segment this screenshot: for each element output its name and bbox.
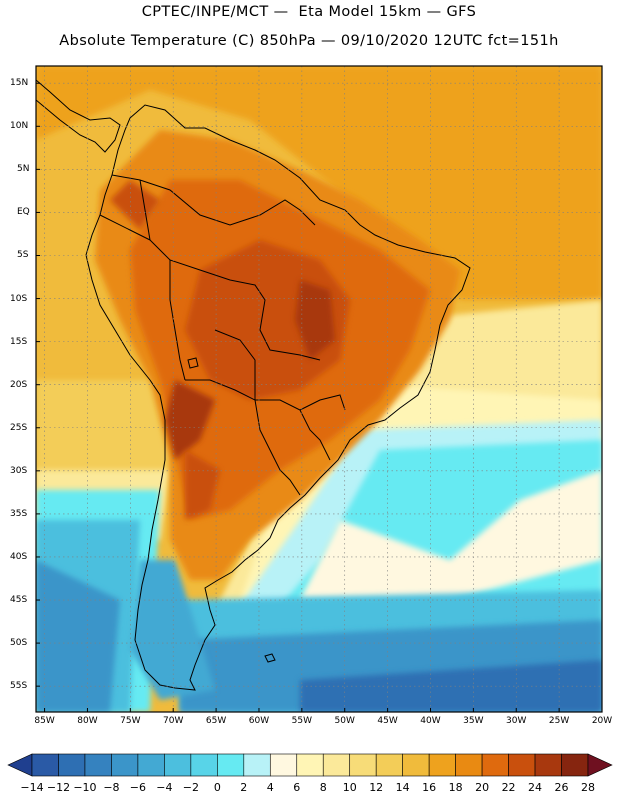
chart-title-line-2: Absolute Temperature (C) 850hPa — 09/10/… (59, 33, 559, 49)
colorbar-swatch (243, 753, 271, 777)
colorbar-swatch (164, 753, 192, 777)
lake-titicaca (187, 357, 199, 369)
colorbar-label: 10 (342, 781, 357, 794)
lat-label: 5N (17, 164, 30, 175)
lon-label: 30W (506, 716, 527, 726)
colorbar-label: 16 (422, 781, 437, 794)
colorbar-label: −6 (129, 781, 146, 794)
colorbar-swatch (84, 753, 112, 777)
colorbar (7, 753, 613, 777)
map-ticks (36, 82, 603, 712)
temperature-field (36, 66, 602, 712)
lon-label: 55W (291, 716, 313, 726)
colorbar-swatch (534, 753, 562, 777)
lon-label: 45W (377, 716, 398, 726)
tropical-atlantic-band (36, 66, 602, 300)
colorbar-label: 22 (501, 781, 516, 794)
colorbar-swatch (455, 753, 483, 777)
colorbar-label: −4 (156, 781, 173, 794)
lat-label: 40S (10, 551, 28, 562)
lat-label: 20S (10, 379, 28, 390)
colorbar-label: −2 (182, 781, 199, 794)
lat-label: 50S (10, 638, 28, 649)
colorbar-swatch (217, 753, 245, 777)
colorbar-label: 0 (213, 781, 221, 794)
colorbar-swatch (137, 753, 165, 777)
lon-label: 50W (334, 716, 355, 726)
lon-label: 65W (205, 716, 227, 726)
continent-hottest-core (185, 240, 350, 400)
colorbar-swatch (190, 753, 218, 777)
colorbar-swatch (375, 753, 403, 777)
colorbar-swatch (481, 753, 509, 777)
hot-spot-chaco (165, 380, 215, 460)
map-frame (35, 65, 603, 713)
colorbar-swatch (58, 753, 86, 777)
lon-label: 70W (163, 716, 184, 726)
central-america-coastline (36, 79, 121, 153)
lat-label: 10S (10, 293, 28, 304)
colorbar-high-arrow (587, 753, 613, 777)
colorbar-swatch (296, 753, 324, 777)
lat-label: 45S (10, 595, 28, 606)
hot-spot-center (295, 280, 335, 360)
colorbar-swatch (561, 753, 589, 777)
lat-label: 25S (10, 422, 28, 433)
country-borders (99, 174, 346, 496)
lon-label: 60W (248, 716, 270, 726)
lon-label: 25W (548, 716, 570, 726)
colorbar-label: −8 (103, 781, 120, 794)
lon-label: 85W (34, 716, 55, 726)
colorbar-swatch (269, 753, 298, 777)
lat-label: 55S (10, 681, 28, 692)
falklands (264, 653, 276, 663)
colorbar-swatch (508, 753, 536, 777)
colorbar-swatch (322, 753, 351, 777)
lon-label: 35W (463, 716, 484, 726)
patagonia-cold (130, 560, 215, 700)
colorbar-label: −14 (20, 781, 44, 794)
colorbar-swatch (349, 753, 377, 777)
lat-label: 30S (10, 465, 28, 476)
colorbar-low-arrow (7, 753, 33, 777)
pacific-coldest-band (36, 560, 120, 712)
lon-label: 80W (77, 716, 98, 726)
colorbar-label: 2 (240, 781, 248, 794)
colorbar-label: 14 (395, 781, 410, 794)
lon-label: 75W (120, 716, 141, 726)
south-america-coastline (85, 104, 471, 691)
colorbar-label: 20 (475, 781, 490, 794)
colorbar-label: 4 (266, 781, 274, 794)
colorbar-label: 26 (554, 781, 569, 794)
lat-label: 15N (10, 78, 29, 89)
colorbar-swatch (402, 753, 430, 777)
lat-label: 5S (17, 250, 29, 261)
coastlines (36, 79, 471, 691)
lat-label: EQ (17, 207, 30, 218)
colorbar-label: 8 (319, 781, 327, 794)
colorbar-label: 12 (369, 781, 384, 794)
colorbar-label: 28 (581, 781, 595, 794)
colorbar-label: 18 (448, 781, 463, 794)
colorbar-label: −12 (46, 781, 71, 794)
lat-label: 10N (10, 121, 29, 132)
colorbar-label: 6 (293, 781, 301, 794)
colorbar-swatch (31, 753, 59, 777)
hot-spot-north (110, 180, 160, 230)
colorbar-swatch (428, 753, 456, 777)
lon-label: 20W (591, 716, 613, 726)
colorbar-label: 24 (528, 781, 543, 794)
hot-spot-argentina (185, 450, 220, 520)
lon-label: 40W (420, 716, 441, 726)
lat-label: 15S (10, 336, 28, 347)
colorbar-swatch (111, 753, 139, 777)
lat-label: 35S (10, 508, 28, 519)
colorbar-label: −10 (73, 781, 97, 794)
chart-title-line-1: CPTEC/INPE/MCT — Eta Model 15km — GFS (141, 4, 477, 20)
atlantic-warm-tongue (300, 470, 602, 600)
